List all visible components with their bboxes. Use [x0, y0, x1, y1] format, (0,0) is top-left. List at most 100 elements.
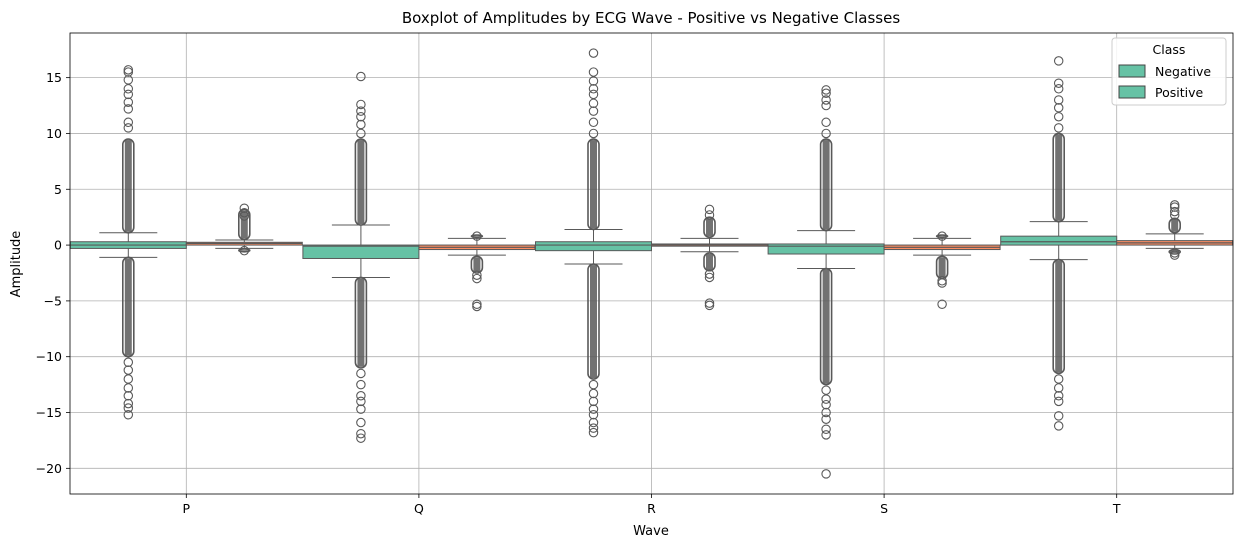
box-negative-s [767, 85, 885, 479]
legend: Class Negative Positive [1111, 37, 1227, 106]
outlier-point [821, 385, 831, 395]
y-axis-ticks: 15 10 5 0 −5 −10 −15 −20 [36, 70, 70, 476]
outlier-point [123, 97, 134, 107]
outlier-band-high-fill [357, 140, 365, 224]
box-positive-s [883, 231, 1001, 309]
y-tick-label: −10 [36, 349, 62, 364]
y-tick-label: −5 [44, 293, 62, 308]
outlier-band-low [703, 252, 716, 272]
legend-swatch-negative [1118, 64, 1146, 78]
outlier-point [123, 403, 134, 413]
outlier-band-high-fill [706, 218, 713, 237]
outlier-point [1053, 95, 1064, 105]
outlier-point [123, 89, 134, 100]
outlier-point [1053, 391, 1064, 401]
outlier-point [472, 301, 482, 312]
outlier-point [937, 278, 947, 288]
outlier-band-low-fill [357, 278, 365, 367]
outlier-point [123, 123, 134, 133]
outlier-point [1169, 206, 1180, 217]
outlier-band-high-fill [1055, 134, 1063, 221]
outlier-band-low-fill [706, 253, 713, 270]
outlier-band-low-fill [1171, 250, 1179, 254]
outlier-point [356, 368, 366, 379]
outlier-point [588, 379, 599, 390]
outlier-point [1053, 396, 1064, 407]
outlier-point [356, 71, 366, 82]
outlier-point [588, 84, 599, 94]
x-tick-label-p: P [183, 501, 191, 516]
outlier-point [1053, 56, 1064, 66]
outlier-point [123, 365, 134, 375]
box-negative-t [1000, 56, 1118, 431]
outlier-band-low-fill [124, 258, 132, 356]
outlier-band-high [470, 234, 484, 239]
outlier-point [123, 117, 134, 128]
outlier-point [123, 65, 134, 75]
y-tick-label: 0 [54, 238, 62, 253]
outlier-point [704, 298, 715, 308]
outlier-band-high-fill [590, 140, 597, 229]
y-tick-label: 15 [46, 70, 62, 85]
outlier-point [588, 89, 599, 100]
outlier-point [123, 357, 134, 368]
outlier-point [123, 84, 134, 94]
outlier-point [821, 88, 831, 99]
outlier-point [704, 204, 715, 215]
outlier-point [588, 388, 599, 399]
outlier-point [123, 75, 134, 85]
x-tick-label-t: T [1112, 501, 1121, 516]
outlier-point [1053, 411, 1064, 421]
outlier-point [704, 269, 715, 279]
outlier-point [123, 398, 134, 409]
outlier-point [123, 104, 134, 114]
outlier-point [821, 424, 831, 435]
x-tick-label-r: R [647, 501, 656, 516]
outlier-point [821, 117, 831, 128]
outlier-band-low [238, 248, 251, 253]
box-negative-p [69, 65, 187, 420]
outlier-point [1169, 210, 1180, 220]
outlier-band-high-fill [822, 140, 830, 230]
outlier-point [588, 427, 599, 438]
outlier-point [937, 276, 947, 286]
outlier-point [588, 128, 599, 139]
outlier-band-low-fill [822, 269, 830, 384]
grid-lines [70, 33, 1233, 494]
outlier-band-high-fill [240, 210, 248, 239]
x-tick-label-s: S [880, 501, 888, 516]
outlier-band-high-fill [124, 140, 132, 232]
outlier-point [821, 394, 831, 404]
outlier-point [356, 106, 366, 116]
iqr-box [767, 243, 885, 255]
outlier-point [937, 299, 947, 309]
outlier-point [588, 396, 599, 407]
outlier-point [821, 95, 831, 105]
outlier-point [1053, 421, 1064, 431]
outlier-point [356, 417, 366, 428]
outlier-band-high [238, 208, 251, 241]
outlier-point [123, 67, 134, 77]
outlier-point [588, 98, 599, 109]
outlier-point [239, 211, 250, 221]
box-negative-q [302, 71, 420, 443]
outlier-point [704, 210, 715, 220]
outlier-point [1169, 250, 1180, 260]
outlier-point [1053, 374, 1064, 384]
outlier-point [821, 85, 831, 95]
x-axis-ticks: P Q R S T [183, 494, 1121, 516]
outlier-point [588, 417, 599, 428]
legend-swatch-positive [1118, 85, 1146, 99]
outlier-band-high [1168, 217, 1181, 234]
outlier-point [356, 396, 366, 407]
legend-title: Class [1153, 42, 1186, 57]
outlier-point [1053, 111, 1064, 122]
outlier-band-low-fill [938, 257, 946, 278]
iqr-box [535, 241, 652, 252]
outlier-point [1053, 383, 1064, 393]
outlier-point [123, 409, 134, 420]
outlier-point [821, 128, 831, 139]
outlier-point [588, 404, 599, 414]
outlier-point [472, 299, 482, 309]
